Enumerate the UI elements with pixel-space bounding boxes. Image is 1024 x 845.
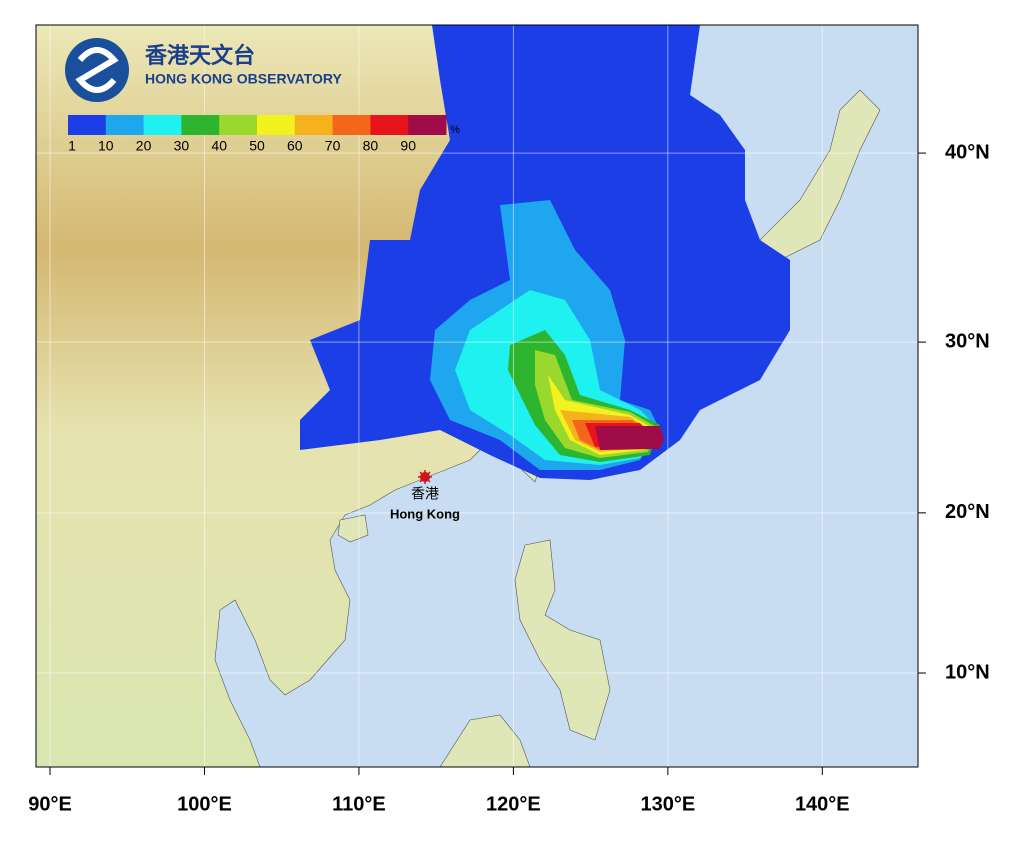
y-tick-label: 10°N (945, 661, 990, 683)
x-tick-label: 110°E (332, 793, 386, 815)
colorbar-label: 10 (98, 138, 114, 154)
logo-name-en: HONG KONG OBSERVATORY (145, 71, 342, 87)
colorbar-label: 50 (249, 138, 265, 154)
colorbar-label: 30 (174, 138, 190, 154)
colorbar-swatch (408, 115, 447, 135)
colorbar-swatch (105, 115, 145, 135)
x-tick-label: 140°E (795, 793, 850, 815)
colorbar-swatch (332, 115, 371, 135)
colorbar-label: 1 (68, 138, 76, 154)
logo-swirl (75, 47, 119, 93)
x-tick-label: 100°E (177, 793, 232, 815)
station-name-en: Hong Kong (390, 506, 460, 521)
map-area: 香港 Hong Kong 香港天文台 HONG KONG OBSERVATORY… (36, 25, 918, 767)
x-tick-label: 130°E (640, 793, 695, 815)
colorbar-swatch (68, 115, 107, 135)
y-tick-label: 40°N (945, 141, 990, 163)
colorbar-label: 70 (325, 138, 341, 154)
x-tick-label: 90°E (28, 793, 72, 815)
colorbar-label: 40 (211, 138, 227, 154)
borneo (439, 714, 531, 767)
colorbar-label: 90 (400, 138, 416, 154)
colorbar-label: 20 (136, 138, 152, 154)
x-tick-label: 120°E (486, 793, 541, 815)
colorbar-swatch (143, 115, 182, 135)
y-tick-label: 30°N (945, 330, 990, 352)
hong-kong-marker: 香港 Hong Kong (390, 470, 460, 521)
logo-name-zh: 香港天文台 (145, 43, 255, 68)
colorbar: 1 10 20 30 40 50 60 70 80 90% (68, 115, 460, 154)
logo: 香港天文台 HONG KONG OBSERVATORY (65, 38, 342, 102)
colorbar-swatch (370, 115, 409, 135)
philippines (514, 539, 611, 741)
station-name-zh: 香港 (411, 486, 439, 502)
colorbar-swatch (257, 115, 296, 135)
graticule (36, 25, 918, 767)
colorbar-label: 80 (363, 138, 379, 154)
colorbar-swatch (294, 115, 334, 135)
colorbar-label: 60 (287, 138, 303, 154)
axes: 90°E 100°E 110°E 120°E 130°E 140°E 40°N 30°N 20°… (28, 141, 989, 815)
station-star (418, 470, 432, 484)
map-frame (35, 24, 919, 768)
colorbar-swatch (181, 115, 220, 135)
colorbar-unit: % (450, 124, 460, 136)
colorbar-swatch (219, 115, 258, 135)
band-90 (595, 426, 664, 450)
y-tick-label: 20°N (945, 501, 990, 523)
